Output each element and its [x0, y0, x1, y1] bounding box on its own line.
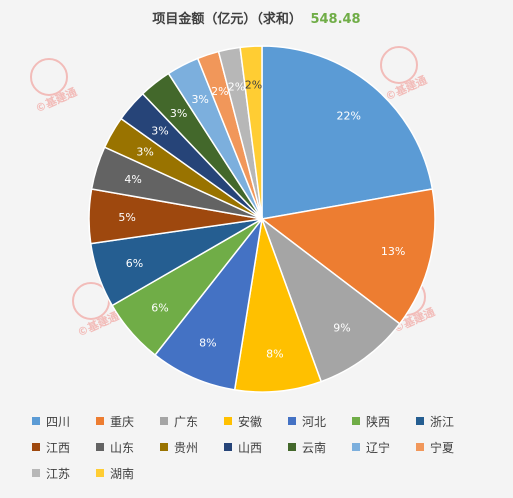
legend-swatch — [224, 417, 232, 425]
legend-swatch — [160, 417, 168, 425]
legend-item-宁夏: 宁夏 — [416, 434, 480, 460]
legend-label: 浙江 — [430, 414, 455, 429]
legend-label: 四川 — [46, 414, 71, 429]
legend-swatch — [96, 417, 104, 425]
legend-item-山西: 山西 — [224, 434, 288, 460]
pie-slice-河北 — [154, 216, 264, 391]
legend-item-云南: 云南 — [288, 434, 352, 460]
legend-swatch — [96, 443, 104, 451]
legend-label: 云南 — [302, 440, 327, 455]
slice-label-山西: 3% — [151, 125, 168, 138]
legend-swatch — [288, 443, 296, 451]
legend-swatch — [32, 443, 40, 451]
slice-label-江西: 5% — [118, 211, 135, 224]
legend-item-浙江: 浙江 — [416, 408, 480, 434]
slice-label-贵州: 3% — [136, 146, 153, 159]
legend-label: 山西 — [238, 440, 263, 455]
legend-label: 河北 — [302, 414, 327, 429]
pie-slice-湖南 — [239, 45, 263, 220]
legend-label: 陕西 — [366, 414, 391, 429]
slice-label-陕西: 6% — [151, 301, 168, 314]
chart-title: 项目金额（亿元）（求和） 548.48 — [0, 8, 513, 27]
legend-item-江西: 江西 — [32, 434, 96, 460]
legend-item-山东: 山东 — [96, 434, 160, 460]
slice-label-广东: 9% — [333, 322, 350, 335]
legend-label: 山东 — [110, 440, 135, 455]
legend-label: 广东 — [174, 414, 199, 429]
legend-item-河北: 河北 — [288, 408, 352, 434]
legend-item-陕西: 陕西 — [352, 408, 416, 434]
legend-item-贵州: 贵州 — [160, 434, 224, 460]
legend-label: 重庆 — [110, 414, 135, 429]
pie-slice-重庆 — [260, 188, 436, 325]
legend-swatch — [32, 417, 40, 425]
legend-label: 江西 — [46, 440, 71, 455]
legend-swatch — [352, 417, 360, 425]
slice-label-浙江: 6% — [126, 257, 143, 270]
legend-label: 宁夏 — [430, 440, 455, 455]
legend-label: 安徽 — [238, 414, 263, 429]
legend-label: 贵州 — [174, 440, 199, 455]
slice-label-四川: 22% — [337, 110, 361, 123]
legend-swatch — [32, 469, 40, 477]
slice-label-河北: 8% — [199, 337, 216, 350]
legend-item-四川: 四川 — [32, 408, 96, 434]
slice-label-宁夏: 2% — [211, 85, 228, 98]
pie-chart: 22%13%9%8%8%6%6%5%4%3%3%3%3%2% 2% 2% — [88, 45, 436, 393]
legend-item-湖南: 湖南 — [96, 460, 160, 486]
legend-item-辽宁: 辽宁 — [352, 434, 416, 460]
pie-slice-广东 — [260, 216, 401, 383]
legend-swatch — [224, 443, 232, 451]
slice-label-云南: 3% — [170, 107, 187, 120]
legend-item-江苏: 江苏 — [32, 460, 96, 486]
legend-swatch — [288, 417, 296, 425]
legend-swatch — [416, 443, 424, 451]
legend-item-安徽: 安徽 — [224, 408, 288, 434]
legend-item-重庆: 重庆 — [96, 408, 160, 434]
slice-label-江苏: 2% — [228, 80, 245, 93]
legend-item-广东: 广东 — [160, 408, 224, 434]
slice-label-安徽: 8% — [266, 347, 283, 360]
legend-swatch — [96, 469, 104, 477]
chart-title-text: 项目金额（亿元）（求和） — [152, 12, 302, 27]
legend-swatch — [160, 443, 168, 451]
legend-swatch — [416, 417, 424, 425]
legend-label: 江苏 — [46, 466, 71, 481]
slice-label-山东: 4% — [124, 173, 141, 186]
chart-total-value: 548.48 — [310, 12, 361, 27]
pie-slice-四川 — [261, 45, 434, 220]
legend-swatch — [352, 443, 360, 451]
slice-label-湖南: 2% — [245, 78, 262, 91]
chart-legend: 四川 重庆 广东 安徽 河北 陕西 浙江江西 山东 贵州 山西 云南 辽宁 宁夏江苏 湖南 — [32, 408, 512, 486]
pie-slice-安徽 — [233, 216, 323, 393]
legend-label: 湖南 — [110, 466, 135, 481]
slice-label-重庆: 13% — [381, 245, 405, 258]
slice-label-辽宁: 3% — [191, 93, 208, 106]
legend-label: 辽宁 — [366, 440, 391, 455]
